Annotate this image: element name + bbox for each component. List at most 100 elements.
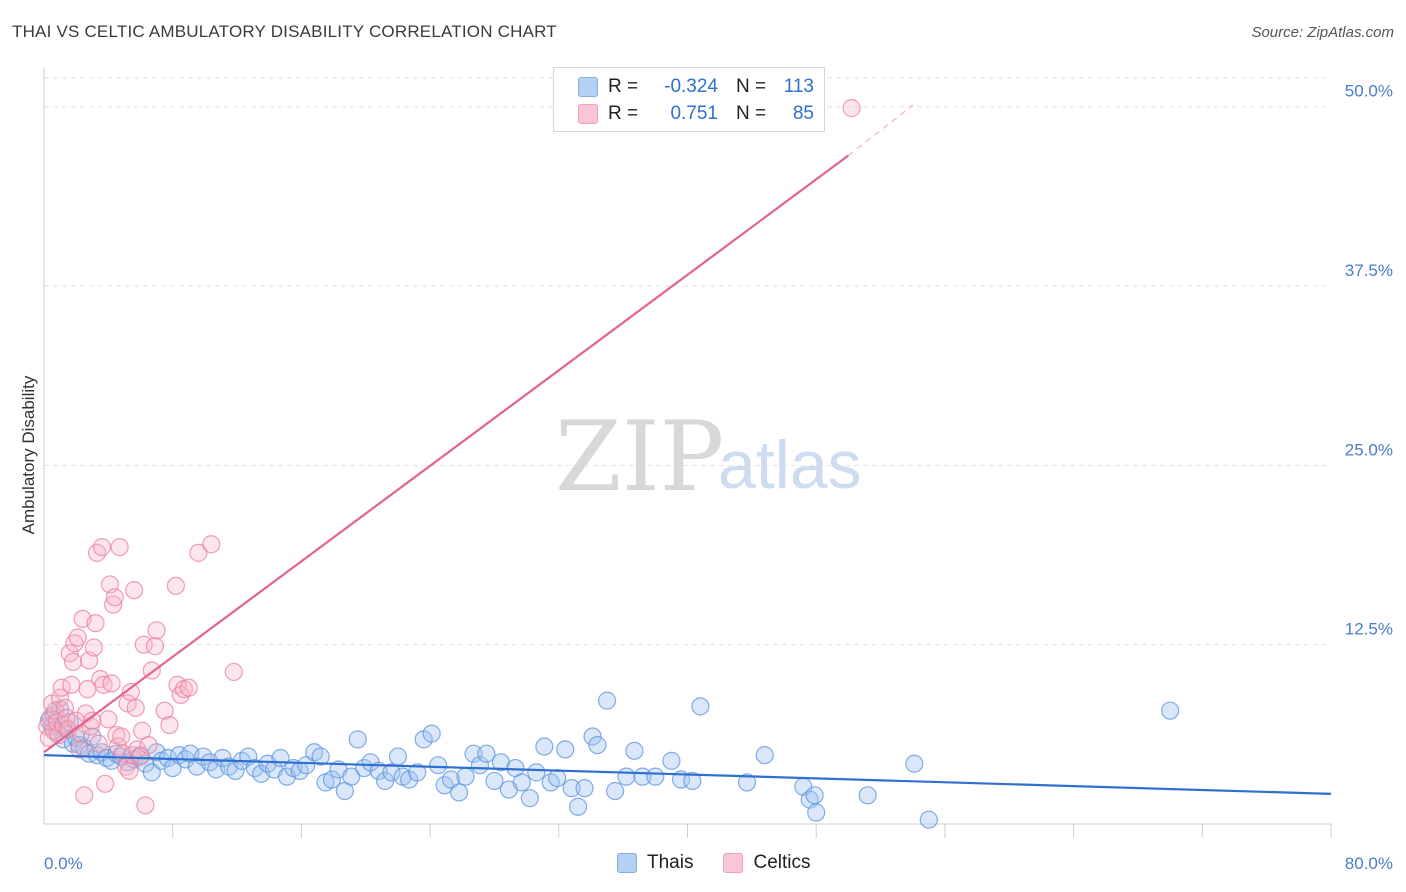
- data-point: [62, 675, 81, 694]
- legend-item-celtics[interactable]: Celtics: [723, 852, 810, 874]
- series-celtics: [38, 99, 861, 815]
- x-tick-label: 0.0%: [44, 854, 83, 873]
- data-point: [527, 763, 546, 782]
- legend-label: Celtics: [753, 852, 811, 873]
- data-point: [70, 740, 89, 759]
- data-point: [139, 735, 158, 755]
- data-point: [597, 691, 617, 710]
- y-tick-label: 50.0%: [1345, 82, 1393, 101]
- y-tick-label: 37.5%: [1345, 261, 1393, 280]
- data-point: [166, 576, 186, 595]
- watermark-atlas: atlas: [718, 427, 862, 503]
- data-point: [75, 786, 94, 805]
- data-point: [485, 771, 504, 791]
- data-point: [68, 628, 87, 647]
- data-point: [606, 781, 625, 801]
- n-value: 113: [783, 76, 814, 97]
- data-point: [625, 741, 644, 760]
- data-point: [89, 734, 108, 753]
- data-point: [84, 638, 103, 657]
- r-value: 0.751: [670, 103, 718, 124]
- data-point: [842, 99, 861, 118]
- watermark-zip: ZIP: [555, 401, 724, 513]
- data-point: [556, 740, 575, 759]
- data-point: [520, 789, 539, 808]
- data-point: [512, 773, 531, 792]
- data-point: [124, 581, 144, 600]
- gridlines: [44, 77, 1331, 646]
- n-label: N =: [736, 103, 767, 124]
- data-point: [548, 768, 567, 788]
- source-label: Source: ZipAtlas.com: [1251, 24, 1394, 41]
- n-label: N =: [736, 76, 767, 97]
- trend-line-thais: [43, 754, 1332, 795]
- y-tick-label: 12.5%: [1345, 620, 1393, 639]
- data-point: [87, 543, 107, 562]
- data-point: [112, 727, 131, 746]
- data-point: [105, 588, 124, 607]
- watermark: ZIP atlas: [555, 401, 862, 513]
- stats-row-celtics: R = 0.751 N = 85: [578, 102, 814, 126]
- data-point: [96, 774, 115, 793]
- stats-row-thais: R = -0.324 N = 113: [578, 75, 814, 99]
- data-point: [919, 810, 938, 829]
- r-label: R =: [608, 76, 639, 97]
- data-point: [662, 751, 681, 770]
- data-point: [422, 724, 441, 743]
- data-point: [429, 756, 448, 775]
- data-point: [92, 538, 112, 557]
- data-point: [583, 727, 602, 746]
- data-point: [179, 678, 198, 697]
- data-point: [1161, 701, 1180, 720]
- data-point: [408, 763, 427, 782]
- data-point: [120, 761, 139, 781]
- data-point: [226, 761, 245, 781]
- data-point: [858, 786, 877, 805]
- data-point: [83, 711, 102, 730]
- chart-title: THAI VS CELTIC AMBULATORY DISABILITY COR…: [12, 22, 557, 41]
- data-point: [562, 779, 581, 798]
- data-point: [588, 735, 607, 755]
- axes: [43, 68, 1332, 838]
- data-point: [110, 538, 129, 557]
- data-point: [388, 747, 408, 766]
- stats-legend: R = -0.324 N = 113 R = 0.751 N = 85: [553, 67, 825, 132]
- data-point: [104, 595, 123, 614]
- data-point: [65, 634, 84, 653]
- data-point: [755, 746, 774, 765]
- data-point: [683, 771, 702, 791]
- data-point: [297, 756, 316, 775]
- trend-line-celtics: [43, 154, 850, 754]
- data-point: [646, 767, 665, 786]
- r-label: R =: [608, 103, 639, 124]
- data-point: [441, 770, 461, 789]
- data-point: [477, 744, 496, 763]
- trend-lines: [43, 104, 1332, 795]
- data-point: [805, 786, 824, 805]
- trend-extension: [848, 104, 914, 156]
- data-point: [155, 701, 174, 720]
- legend-item-thais[interactable]: Thais: [617, 852, 693, 874]
- data-point: [569, 797, 588, 816]
- data-point: [737, 773, 757, 792]
- data-point: [63, 652, 83, 671]
- data-point: [464, 744, 483, 763]
- data-point: [102, 674, 121, 693]
- tick-labels: 12.5% 25.0% 37.5% 50.0% 0.0% 80.0%: [44, 82, 1393, 873]
- data-point: [322, 770, 342, 789]
- data-point: [311, 747, 330, 766]
- data-point: [617, 767, 636, 786]
- data-point: [342, 767, 361, 786]
- celtics-swatch: [578, 104, 598, 124]
- data-point: [807, 803, 826, 822]
- celtics-swatch: [723, 853, 744, 873]
- data-point: [86, 614, 105, 633]
- legend-label: Thais: [647, 852, 694, 873]
- data-point: [126, 698, 145, 717]
- data-point: [535, 737, 554, 756]
- data-point: [575, 779, 594, 798]
- n-value: 85: [792, 103, 814, 124]
- thais-swatch: [617, 853, 637, 873]
- data-point: [189, 543, 208, 562]
